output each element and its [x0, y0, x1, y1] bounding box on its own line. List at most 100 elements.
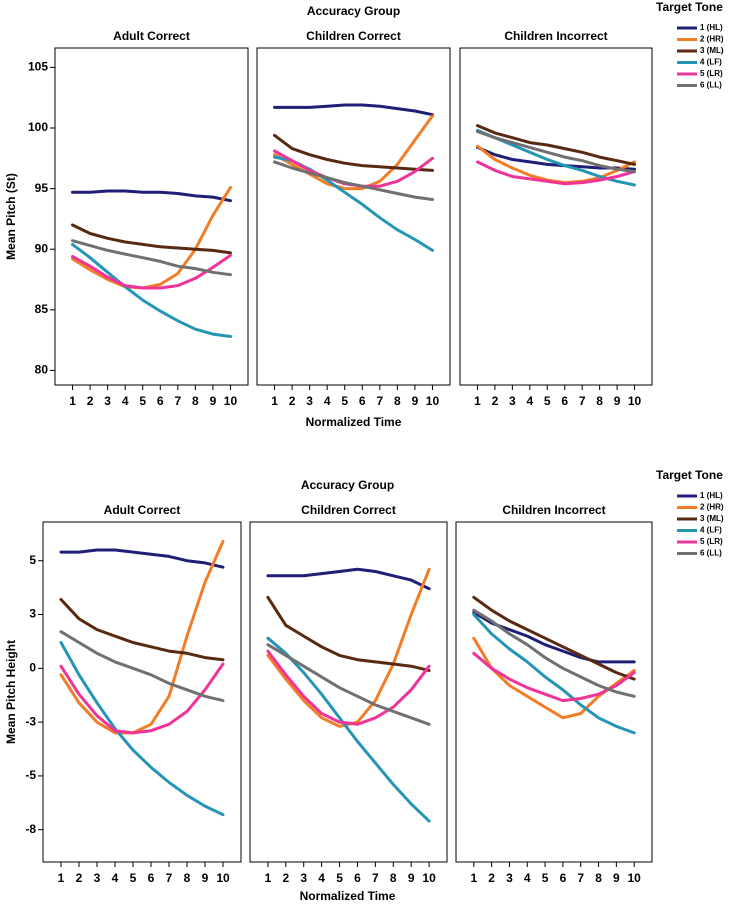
- series-line: [266, 595, 431, 672]
- x-tick-label: 4: [526, 394, 533, 408]
- x-tick-label: 4: [524, 871, 531, 885]
- series-line: [71, 189, 232, 203]
- legend-label: 2 (HR): [700, 503, 724, 512]
- legend-label: 3 (ML): [700, 46, 724, 55]
- x-tick-label: 10: [628, 871, 642, 885]
- series-line: [472, 613, 636, 735]
- x-tick-label: 3: [306, 394, 313, 408]
- x-tick-label: 4: [122, 394, 129, 408]
- chart-title: Accuracy Group: [307, 4, 400, 18]
- x-tick-label: 7: [577, 871, 584, 885]
- series-line: [476, 160, 636, 186]
- x-tick-label: 4: [112, 871, 119, 885]
- x-tick-label: 2: [289, 394, 296, 408]
- y-axis-label: Mean Pitch Height: [4, 640, 18, 744]
- x-tick-label: 1: [271, 394, 278, 408]
- series-line: [476, 124, 636, 166]
- x-tick-label: 5: [341, 394, 348, 408]
- x-tick-label: 8: [192, 394, 199, 408]
- x-tick-label: 5: [544, 394, 551, 408]
- legend-label: 1 (HL): [700, 491, 723, 500]
- x-tick-label: 10: [216, 871, 230, 885]
- series-line: [472, 610, 636, 664]
- x-tick-label: 4: [324, 394, 331, 408]
- x-tick-label: 10: [628, 394, 642, 408]
- panel-frame: [256, 47, 451, 386]
- legend-title: Target Tone: [656, 468, 723, 482]
- series-line: [71, 253, 232, 290]
- legend-label: 3 (ML): [700, 514, 724, 523]
- x-tick-label: 1: [69, 394, 76, 408]
- x-tick-label: 3: [300, 871, 307, 885]
- x-tick-label: 7: [166, 871, 173, 885]
- legend-label: 5 (LR): [700, 69, 723, 78]
- series-line: [59, 630, 225, 703]
- y-tick-label: 105: [28, 60, 48, 74]
- series-line: [472, 608, 636, 698]
- x-axis-label: Normalized Time: [300, 889, 396, 903]
- x-tick-label: 1: [474, 394, 481, 408]
- x-tick-label: 1: [58, 871, 65, 885]
- series-line: [472, 636, 636, 720]
- panel-title: Children Incorrect: [502, 503, 605, 517]
- x-tick-label: 5: [542, 871, 549, 885]
- panel-frame: [54, 47, 249, 386]
- x-tick-label: 3: [94, 871, 101, 885]
- x-tick-label: 3: [104, 394, 111, 408]
- x-tick-label: 7: [579, 394, 586, 408]
- x-tick-label: 2: [282, 871, 289, 885]
- series-line: [59, 548, 225, 569]
- series-line: [266, 643, 431, 726]
- y-tick-label: 3: [29, 607, 36, 621]
- series-line: [476, 130, 636, 174]
- legend-label: 6 (LL): [700, 549, 722, 558]
- chart-title: Accuracy Group: [301, 478, 394, 492]
- x-tick-label: 3: [506, 871, 513, 885]
- legend-label: 1 (HL): [700, 23, 723, 32]
- panel-frame: [455, 521, 653, 863]
- x-tick-label: 6: [148, 871, 155, 885]
- panel-frame: [249, 521, 448, 863]
- x-tick-label: 8: [390, 871, 397, 885]
- y-tick-label: -5: [25, 768, 36, 782]
- y-tick-label: 5: [29, 553, 36, 567]
- series-line: [266, 567, 431, 728]
- legend-label: 2 (HR): [700, 35, 724, 44]
- x-tick-label: 9: [202, 871, 209, 885]
- series-line: [472, 595, 636, 681]
- x-tick-label: 6: [359, 394, 366, 408]
- panel-title: Children Incorrect: [504, 29, 607, 43]
- x-tick-label: 2: [76, 871, 83, 885]
- x-axis-label: Normalized Time: [306, 415, 402, 429]
- x-tick-label: 8: [394, 394, 401, 408]
- series-line: [472, 651, 636, 703]
- x-tick-label: 1: [265, 871, 272, 885]
- x-tick-label: 8: [596, 394, 603, 408]
- legend-label: 4 (LF): [700, 526, 722, 535]
- panel-title: Children Correct: [306, 29, 401, 43]
- x-tick-label: 8: [184, 871, 191, 885]
- x-tick-label: 10: [422, 871, 436, 885]
- y-tick-label: -8: [25, 822, 36, 836]
- x-tick-label: 5: [336, 871, 343, 885]
- series-line: [71, 239, 232, 277]
- x-tick-label: 6: [354, 871, 361, 885]
- x-tick-label: 10: [426, 394, 440, 408]
- y-tick-label: 0: [29, 661, 36, 675]
- x-tick-label: 6: [560, 871, 567, 885]
- x-tick-label: 6: [561, 394, 568, 408]
- series-line: [266, 567, 431, 591]
- x-tick-label: 6: [157, 394, 164, 408]
- y-tick-label: 85: [35, 302, 49, 316]
- x-tick-label: 7: [376, 394, 383, 408]
- x-tick-label: 2: [87, 394, 94, 408]
- panel-frame: [459, 47, 653, 386]
- legend-label: 6 (LL): [700, 81, 722, 90]
- series-line: [71, 223, 232, 255]
- series-line: [266, 649, 431, 726]
- y-tick-label: -3: [25, 714, 36, 728]
- panel-title: Adult Correct: [104, 503, 181, 517]
- panel-title: Children Correct: [301, 503, 396, 517]
- series-line: [71, 242, 232, 338]
